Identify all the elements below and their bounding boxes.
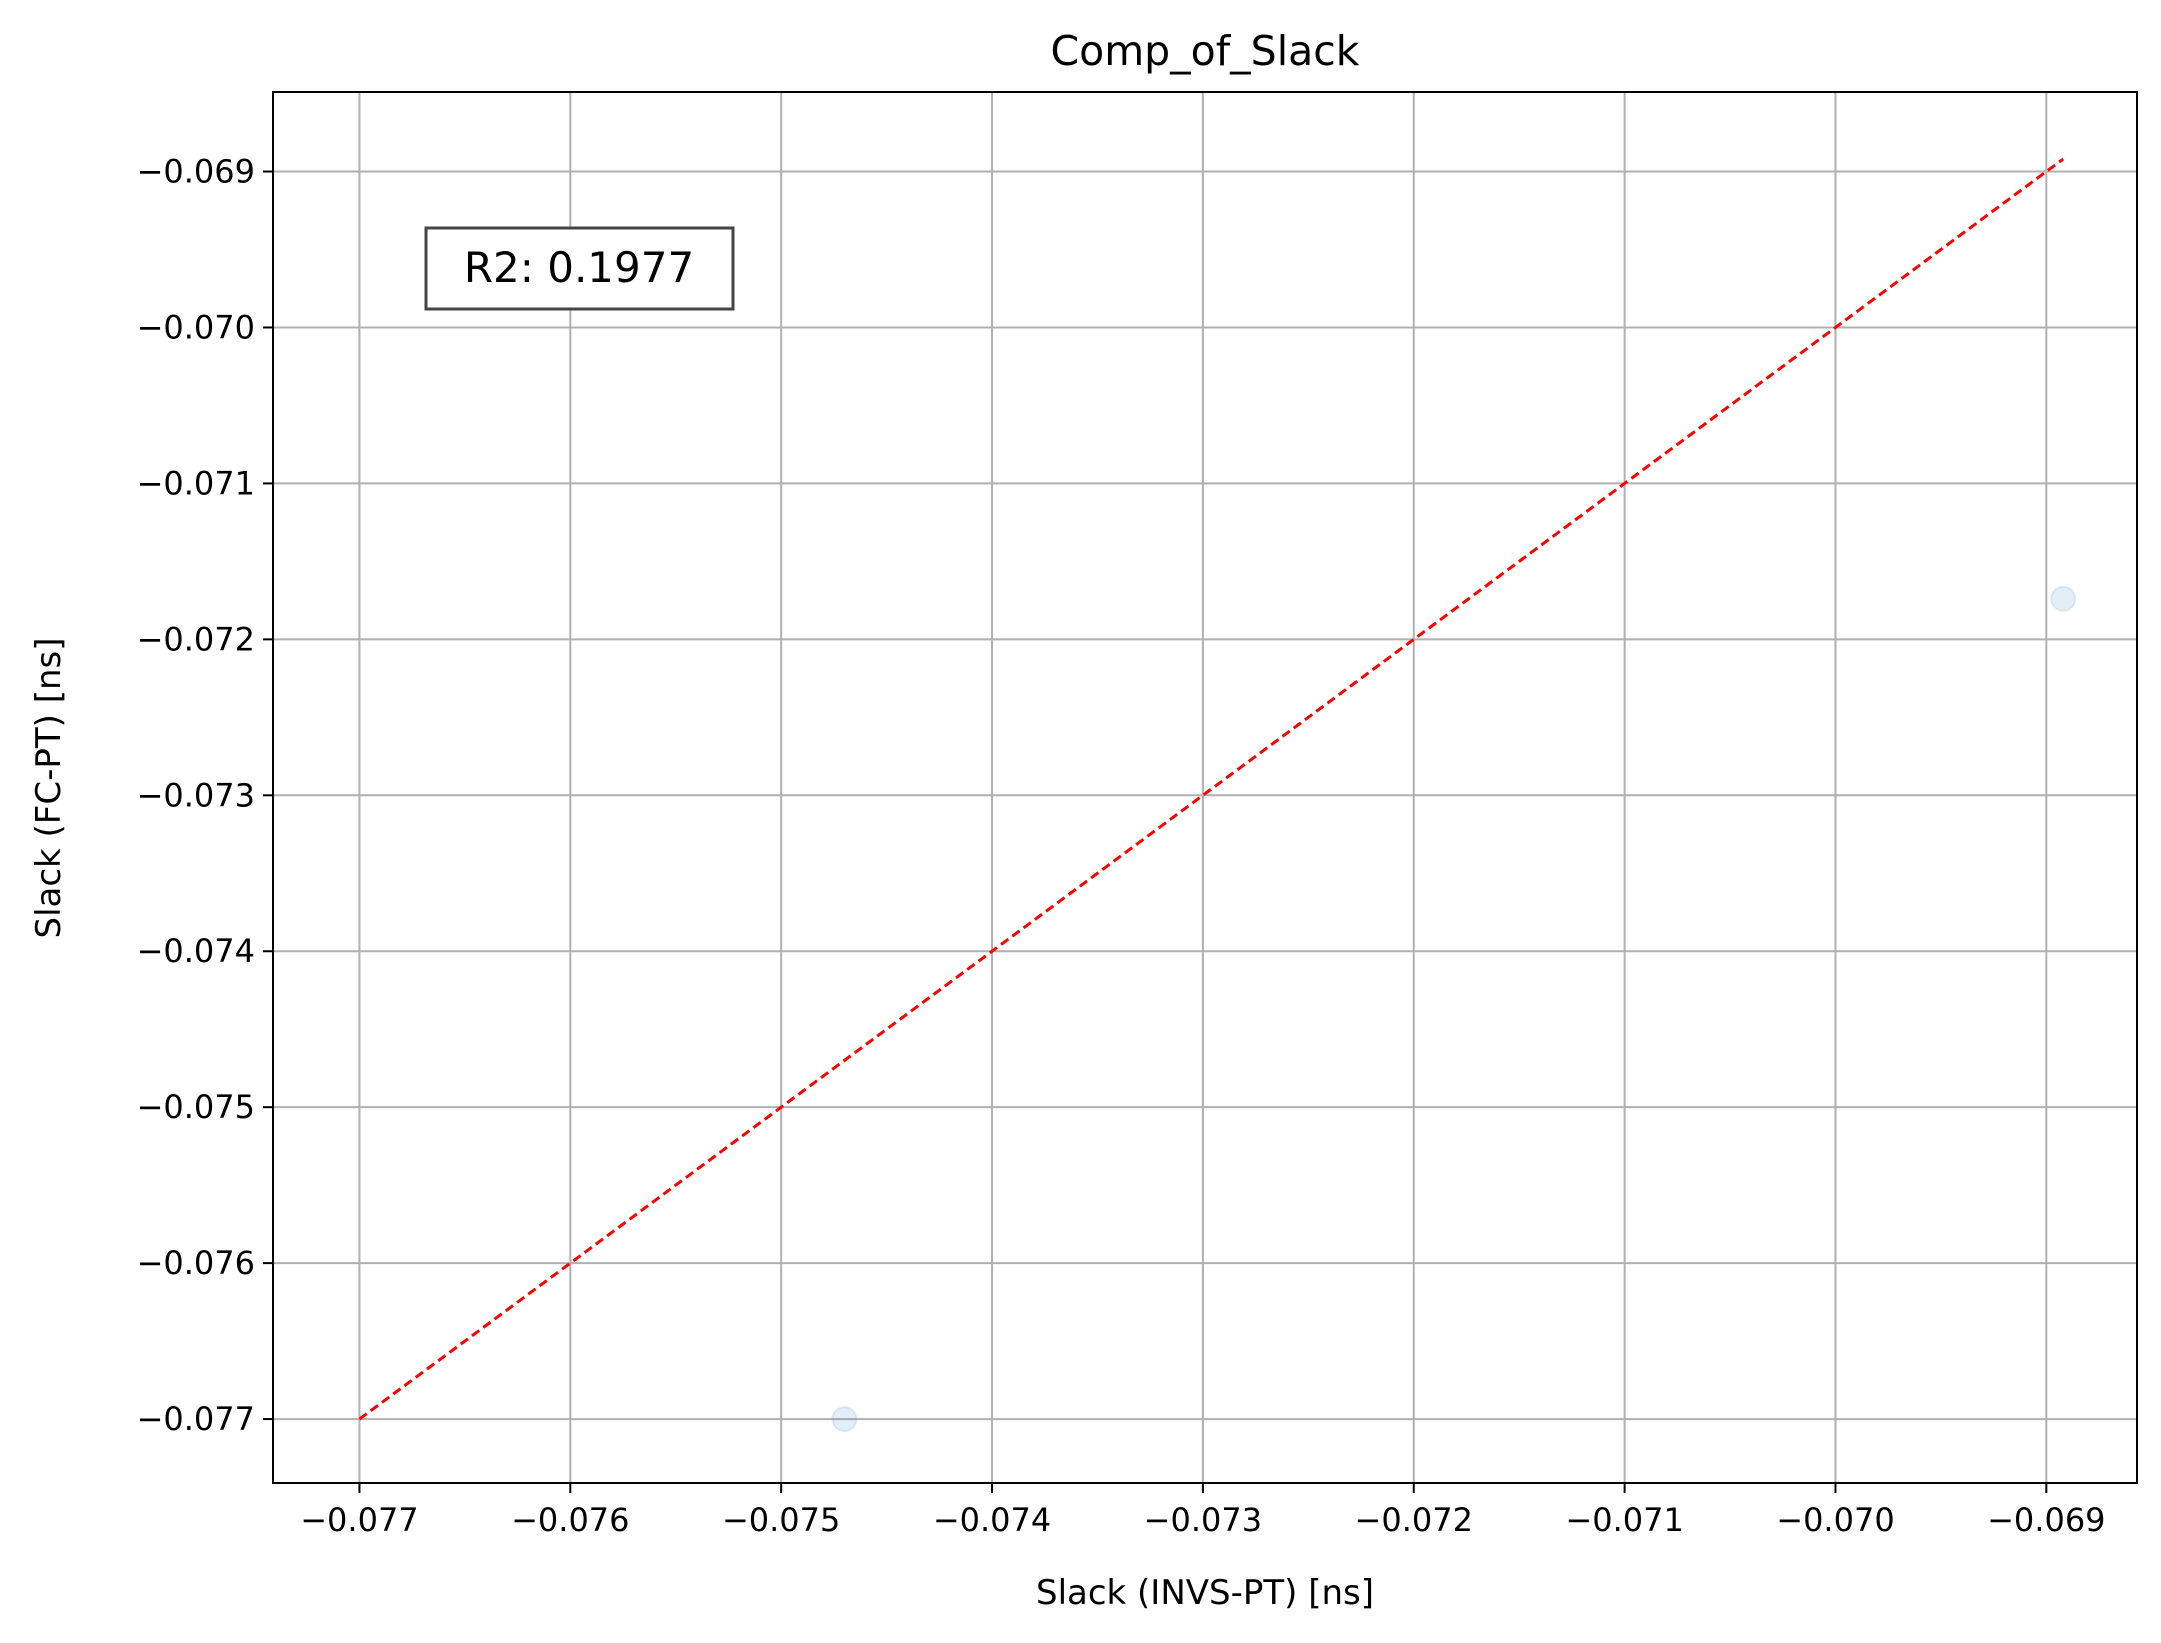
data-point: [831, 1406, 858, 1433]
x-tick-label: −0.075: [722, 1501, 840, 1539]
chart-title: Comp_of_Slack: [1050, 27, 1359, 75]
plot-area-frame: [272, 91, 2138, 1484]
annotation-box: R2: 0.1977: [424, 226, 735, 311]
annotation-text: R2: 0.1977: [464, 243, 694, 292]
x-axis-label: Slack (INVS-PT) [ns]: [1036, 1573, 1374, 1613]
x-tick-label: −0.072: [1355, 1501, 1473, 1539]
y-tick-label: −0.074: [137, 932, 255, 970]
data-point: [2050, 585, 2077, 612]
reference-line: [358, 157, 2065, 1421]
x-axis-ticks: −0.077 −0.076 −0.075 −0.074 −0.073 −0.072 −0.0…: [300, 1483, 2106, 1539]
y-tick-label: −0.076: [137, 1244, 255, 1282]
y-tick-label: −0.069: [137, 153, 255, 191]
y-tick-label: −0.077: [137, 1400, 255, 1438]
x-tick-label: −0.077: [300, 1501, 418, 1539]
x-tick-label: −0.076: [511, 1501, 629, 1539]
x-tick-label: −0.071: [1565, 1501, 1683, 1539]
reference-line-layer: [358, 157, 2065, 1421]
data-points: [831, 585, 2077, 1433]
y-axis-ticks: −0.077 −0.076 −0.075 −0.074 −0.073 −0.072 −0.0…: [137, 153, 273, 1438]
y-tick-label: −0.070: [137, 308, 255, 346]
y-tick-label: −0.073: [137, 776, 255, 814]
x-tick-label: −0.070: [1776, 1501, 1894, 1539]
x-tick-label: −0.073: [1144, 1501, 1262, 1539]
y-tick-label: −0.071: [137, 464, 255, 502]
x-tick-label: −0.074: [933, 1501, 1051, 1539]
y-axis-label: Slack (FC-PT) [ns]: [29, 637, 69, 938]
y-tick-label: −0.072: [137, 620, 255, 658]
x-tick-label: −0.069: [1987, 1501, 2105, 1539]
y-tick-label: −0.075: [137, 1088, 255, 1126]
